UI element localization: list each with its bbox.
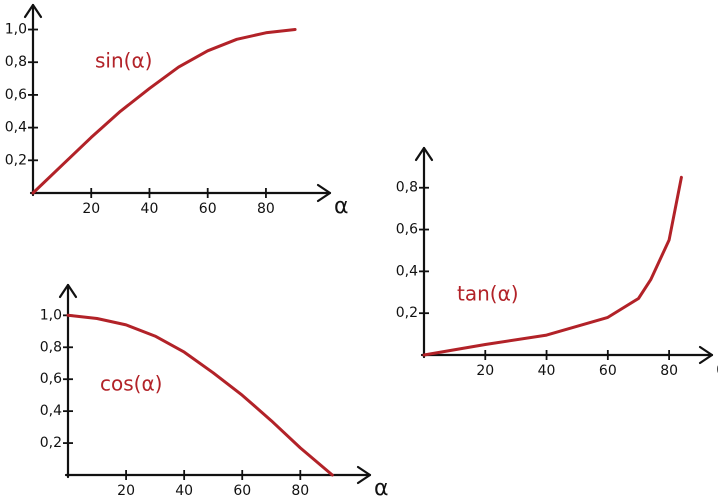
- x-tick-label: 80: [660, 363, 678, 379]
- y-arrow: [414, 146, 434, 162]
- y-tick-label: 0,6: [5, 87, 27, 103]
- y-tick-label: 0,4: [5, 120, 27, 136]
- x-tick-label: 40: [175, 483, 193, 499]
- x-tick-label: 40: [538, 363, 556, 379]
- curve: [31, 28, 297, 195]
- x-arrow: [316, 183, 332, 203]
- x-tick-label: 20: [117, 483, 135, 499]
- curve: [66, 313, 334, 477]
- x-axis-label: α: [374, 476, 389, 500]
- curve: [422, 175, 683, 357]
- y-tick-label: 1,0: [5, 22, 27, 38]
- chart-title: tan(α): [457, 282, 519, 306]
- x-tick-label: 20: [476, 363, 494, 379]
- y-tick-label: 0,2: [40, 435, 62, 451]
- x-axis-label: α: [334, 194, 349, 219]
- x-tick-label: 80: [291, 483, 309, 499]
- y-tick-label: 0,6: [396, 222, 418, 238]
- x-arrow: [698, 345, 714, 365]
- x-tick-label: 60: [199, 201, 217, 217]
- y-tick-label: 0,4: [396, 263, 418, 279]
- x-arrow: [356, 465, 372, 485]
- y-tick-label: 0,4: [40, 403, 62, 419]
- y-tick-label: 1,0: [40, 307, 62, 323]
- y-arrow: [23, 3, 43, 19]
- y-tick-label: 0,8: [5, 54, 27, 70]
- x-axis-label: α: [716, 356, 718, 381]
- y-tick-label: 0,8: [40, 339, 62, 355]
- y-arrow: [58, 283, 78, 299]
- x-tick-label: 40: [141, 201, 159, 217]
- chart-title: sin(α): [95, 49, 152, 73]
- y-tick-label: 0,6: [40, 371, 62, 387]
- y-tick-label: 0,8: [396, 180, 418, 196]
- x-tick-label: 80: [257, 201, 275, 217]
- y-tick-label: 0,2: [396, 305, 418, 321]
- x-tick-label: 20: [82, 201, 100, 217]
- chart-title: cos(α): [100, 372, 162, 396]
- y-tick-label: 0,2: [5, 152, 27, 168]
- x-tick-label: 60: [599, 363, 617, 379]
- x-tick-label: 60: [233, 483, 251, 499]
